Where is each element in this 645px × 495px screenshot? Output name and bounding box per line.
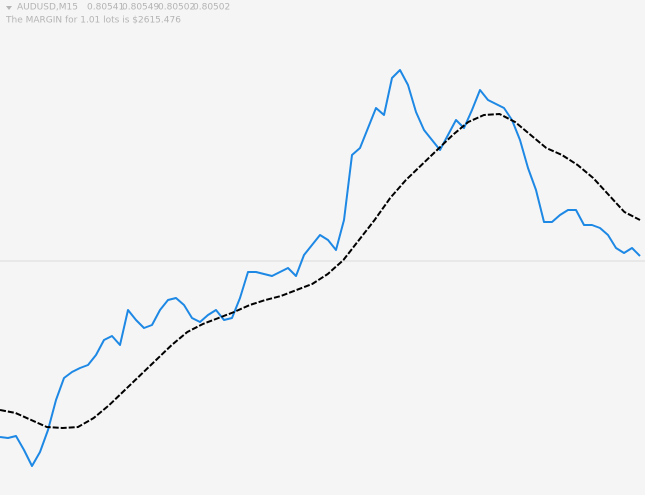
- moving-average: [0, 113, 641, 429]
- open-price: 0.80541: [87, 3, 124, 13]
- high-price: 0.80549: [122, 3, 159, 13]
- margin-info: The MARGIN for 1.01 lots is $2615.476: [5, 16, 181, 26]
- dropdown-arrow[interactable]: [6, 6, 12, 10]
- close-price: 0.80502: [193, 3, 230, 13]
- price-line-series: [0, 69, 641, 467]
- symbol-label: AUDUSD,M15: [17, 3, 78, 13]
- low-price: 0.80502: [158, 3, 195, 13]
